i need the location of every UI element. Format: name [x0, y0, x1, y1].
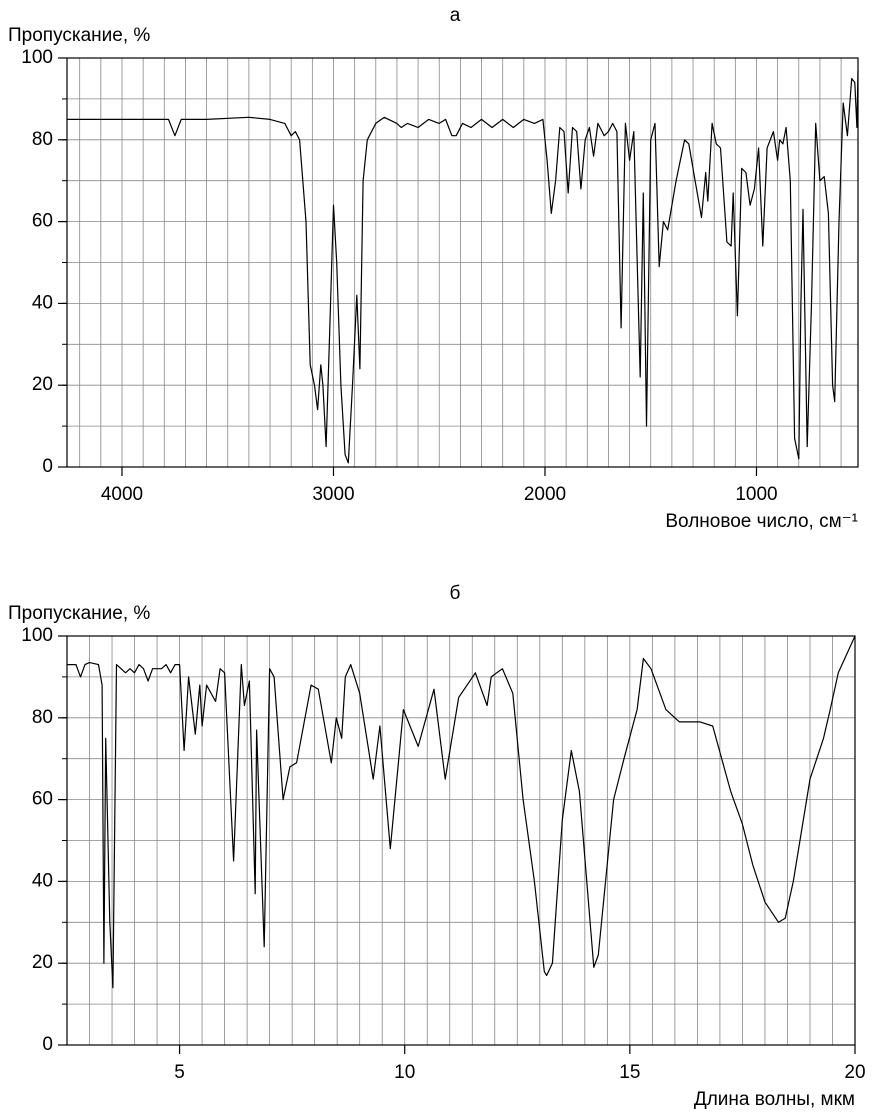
x-tick-label: 4000: [101, 484, 143, 505]
spectrum-line: [67, 635, 856, 989]
x-axis-label: Длина волны, мкм: [694, 1089, 855, 1110]
y-axis-label: Пропускание, %: [8, 25, 150, 46]
y-tick-label: 100: [21, 625, 53, 646]
chart-title: б: [450, 583, 461, 604]
y-tick-label: 40: [32, 870, 53, 891]
y-tick-label: 60: [32, 789, 53, 810]
x-tick-label: 2000: [524, 484, 566, 505]
y-tick-label: 20: [32, 374, 53, 395]
x-tick-label: 20: [844, 1062, 865, 1083]
plot-frame: [66, 57, 859, 468]
y-tick-label: 20: [32, 952, 53, 973]
x-tick-label: 1000: [735, 484, 777, 505]
x-axis-label: Волновое число, см⁻¹: [665, 511, 858, 532]
y-tick-label: 80: [32, 129, 53, 150]
y-tick-label: 0: [42, 456, 53, 477]
y-tick-label: 100: [21, 47, 53, 68]
y-axis-label: Пропускание, %: [8, 603, 150, 624]
x-tick-label: 10: [394, 1062, 415, 1083]
spectrum-line: [67, 70, 859, 464]
y-tick-label: 80: [32, 707, 53, 728]
y-tick-label: 0: [42, 1034, 53, 1055]
x-tick-label: 15: [619, 1062, 640, 1083]
y-tick-label: 40: [32, 292, 53, 313]
y-tick-label: 60: [32, 211, 53, 232]
x-tick-label: 3000: [312, 484, 354, 505]
x-tick-label: 5: [174, 1062, 185, 1083]
plot-frame: [66, 635, 856, 1046]
chart-title: а: [450, 5, 461, 26]
